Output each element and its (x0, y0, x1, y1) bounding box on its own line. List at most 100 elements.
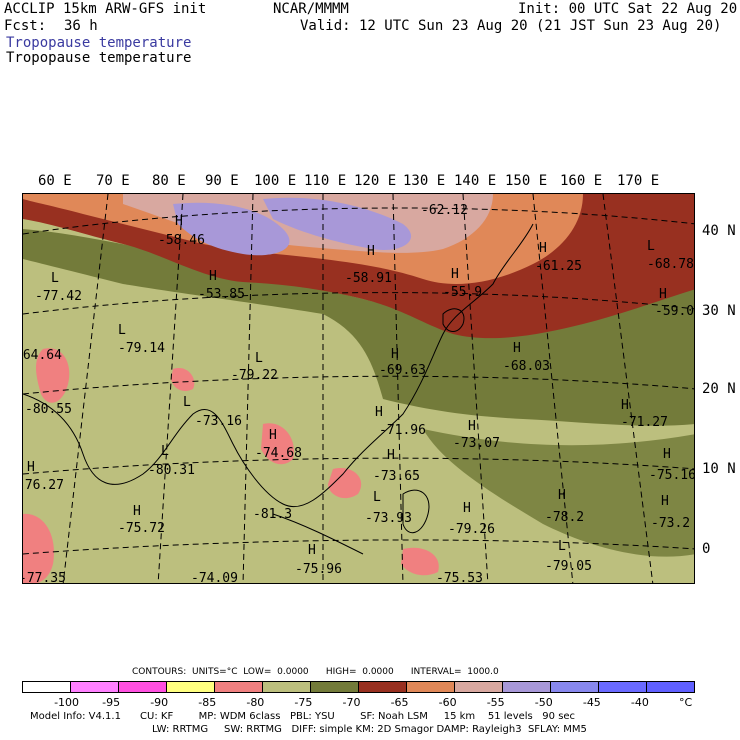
lon-label: 170 E (617, 173, 660, 189)
lon-label: 70 E (96, 173, 130, 189)
colorbar-swatch (263, 682, 311, 692)
lon-label: 60 E (38, 173, 72, 189)
extremum-label: -61.25 (535, 259, 582, 274)
extremum-marker: L (255, 351, 263, 366)
band-dark-olive (23, 229, 694, 426)
extremum-marker: H (659, 287, 667, 302)
extremum-label: -75.16 (649, 468, 695, 483)
lon-label: 140 E (454, 173, 497, 189)
extremum-label: -55.9 (443, 285, 482, 300)
extremum-marker: H (661, 494, 669, 509)
colorbar-swatch (647, 682, 694, 692)
extremum-label: -53.85 (198, 287, 245, 302)
extremum-marker: L (51, 271, 59, 286)
lon-label: 120 E (354, 173, 397, 189)
extremum-marker: L (373, 490, 381, 505)
colorbar-tick-label: -40 (630, 696, 649, 709)
map-canvas: -62.12 H -58.46 H -58.91 H -61.25 L -68.… (23, 194, 695, 584)
contours-info: CONTOURS: UNITS=°C LOW= 0.0000 HIGH= 0.0… (132, 667, 499, 677)
colorbar-swatch (167, 682, 215, 692)
extremum-marker: H (663, 447, 671, 462)
extremum-label: -77.42 (35, 289, 82, 304)
extremum-label: -73.65 (373, 469, 420, 484)
extremum-label: -77.35 (23, 571, 66, 584)
colorbar-tick-label: -80 (246, 696, 265, 709)
coastlines (23, 223, 534, 555)
extremum-label: -75.96 (295, 562, 342, 577)
colorbar-tick-label: °C (679, 696, 693, 709)
extremum-label: -74.09 (191, 571, 238, 584)
extremum-marker: H (133, 504, 141, 519)
patch-lavender-2 (263, 197, 412, 250)
extremum-label: -73.2 (651, 516, 690, 531)
extremum-label: -81.3 (253, 507, 292, 522)
colorbar-swatch (503, 682, 551, 692)
tropopause-temperature-map: -62.12 H -58.46 H -58.91 H -61.25 L -68.… (22, 193, 695, 584)
extremum-label: -71.96 (379, 423, 426, 438)
extremum-label: -62.12 (421, 203, 468, 218)
extremum-label: -73.07 (453, 436, 500, 451)
lon-label: 110 E (304, 173, 347, 189)
patch-salmon-phil (401, 547, 439, 576)
extremum-marker: H (269, 428, 277, 443)
lat-label: 20 N (702, 381, 736, 397)
lon-label: 90 E (205, 173, 239, 189)
colorbar-tick-label: -60 (438, 696, 457, 709)
extremum-marker: H (539, 241, 547, 256)
extrema-labels: -62.12 H -58.46 H -58.91 H -61.25 L -68.… (23, 203, 695, 584)
extremum-marker: L (183, 395, 191, 410)
extremum-marker: H (367, 244, 375, 259)
extremum-marker: H (558, 488, 566, 503)
patch-salmon-india (36, 348, 70, 403)
model-info-line-2: LW: RRTMG SW: RRTMG DIFF: simple KM: 2D … (152, 724, 587, 735)
lon-label: 100 E (254, 173, 297, 189)
colorbar-tick-label: -95 (102, 696, 121, 709)
colorbar-tick-label: -100 (54, 696, 80, 709)
extremum-label: -79.14 (118, 341, 165, 356)
extremum-label: -79.22 (231, 368, 278, 383)
extremum-marker: H (209, 269, 217, 284)
colorbar-swatch (23, 682, 71, 692)
extremum-label: -59.0 (655, 304, 694, 319)
lat-label: 40 N (702, 223, 736, 239)
extremum-marker: L (647, 239, 655, 254)
org-label: NCAR/MMMM (273, 1, 349, 17)
patch-lavender-1 (173, 202, 290, 256)
lon-label: 150 E (505, 173, 548, 189)
colorbar-swatch (551, 682, 599, 692)
extremum-label: -69.63 (379, 363, 426, 378)
extremum-label: -73.93 (365, 511, 412, 526)
extremum-marker: H (308, 543, 316, 558)
colorbar-tick-label: -50 (534, 696, 553, 709)
extremum-marker: H (27, 460, 35, 475)
colorbar-swatch (599, 682, 647, 692)
lat-label: 0 (702, 541, 711, 557)
extremum-label: -74.68 (255, 446, 302, 461)
colorbar-tick-label: -90 (150, 696, 169, 709)
patch-salmon-scs (328, 468, 362, 499)
patch-salmon-west (23, 513, 54, 583)
extremum-marker: H (175, 214, 183, 229)
colorbar-swatch (215, 682, 263, 692)
fcst-label: Fcst: (4, 18, 47, 34)
patch-salmon-bay (171, 368, 195, 391)
lat-label: 10 N (702, 461, 736, 477)
colorbar-swatch (407, 682, 455, 692)
lon-label: 160 E (560, 173, 603, 189)
init-time: Init: 00 UTC Sat 22 Aug 20 (518, 1, 738, 17)
model-title: ACCLIP 15km ARW-GFS init (4, 1, 207, 17)
extremum-label: -76.27 (23, 478, 64, 493)
color-bar (22, 681, 695, 693)
extremum-marker: L (118, 323, 126, 338)
colorbar-tick-label: -75 (294, 696, 313, 709)
colorbar-tick-label: -70 (342, 696, 361, 709)
extremum-marker: H (387, 448, 395, 463)
colorbar-swatch (119, 682, 167, 692)
fcst-value: 36 h (64, 18, 98, 34)
colorbar-tick-label: -85 (198, 696, 217, 709)
lon-label: 80 E (152, 173, 186, 189)
extremum-label: -75.53 (436, 571, 483, 584)
field-title-2: Tropopause temperature (6, 50, 192, 66)
valid-time: Valid: 12 UTC Sun 23 Aug 20 (21 JST Sun … (300, 18, 722, 34)
extremum-label: -71.27 (621, 415, 668, 430)
